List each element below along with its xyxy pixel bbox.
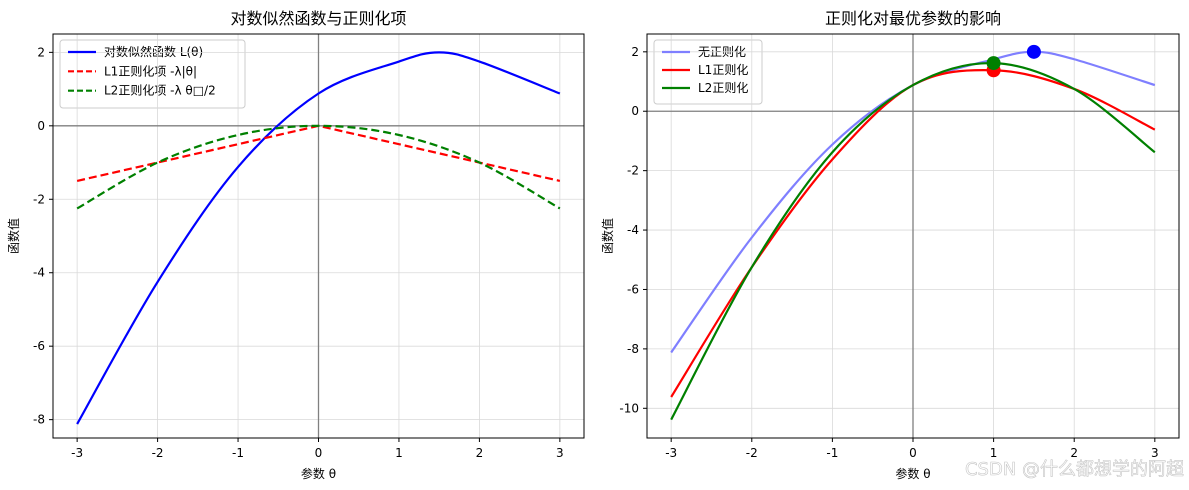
x-tick-label: -3: [665, 446, 677, 460]
y-tick-label: 2: [37, 45, 45, 59]
series-line-2: [670, 62, 1156, 421]
y-tick-label: -2: [627, 164, 639, 178]
y-tick-label: -10: [619, 401, 639, 415]
y-tick-label: -4: [33, 266, 45, 280]
x-tick-label: 2: [1070, 446, 1078, 460]
x-tick-label: 0: [909, 446, 917, 460]
x-tick-label: 1: [395, 446, 403, 460]
chart-title: 对数似然函数与正则化项: [230, 9, 406, 28]
legend-label-l2-regularization: L2正则化: [698, 81, 748, 95]
y-tick-label: -6: [627, 282, 639, 296]
optimum-marker-2: [986, 56, 1001, 71]
y-tick-label: -4: [627, 223, 639, 237]
x-tick-label: -1: [826, 446, 838, 460]
y-tick-label: -6: [33, 339, 45, 353]
x-tick-label: -2: [746, 446, 758, 460]
chart-regularization-effect: 正则化对最优参数的影响 参数 θ 函数值 无正则化 L1正则化 L2正则化 -3…: [600, 9, 1180, 481]
x-axis-label: 参数 θ: [301, 466, 336, 481]
legend-box: [59, 39, 246, 109]
chart-log-likelihood: 对数似然函数与正则化项 参数 θ 函数值 对数似然函数 L(θ) L1正则化项 …: [6, 9, 585, 481]
x-tick-label: 2: [476, 446, 484, 460]
x-tick-label: -1: [232, 446, 244, 460]
series-line-2: [76, 124, 561, 210]
watermark-text: CSDN @什么都想学的阿超: [965, 459, 1184, 480]
x-tick-label: 1: [990, 446, 998, 460]
x-tick-label: 3: [556, 446, 564, 460]
x-tick-label: -2: [152, 446, 164, 460]
y-tick-label: 2: [631, 45, 639, 59]
legend-label-l1-term: L1正则化项 -λ|θ|: [104, 64, 197, 78]
y-tick-label: 0: [37, 119, 45, 133]
x-axis-label: 参数 θ: [895, 466, 930, 481]
y-axis-label: 函数值: [6, 218, 21, 254]
series-line-0: [76, 51, 561, 425]
chart-title: 正则化对最优参数的影响: [825, 9, 1001, 28]
y-axis-label: 函数值: [600, 218, 615, 254]
y-tick-label: 0: [631, 104, 639, 118]
legend-label-l2-term: L2正则化项 -λ θ□/2: [104, 84, 216, 98]
optimum-marker-0: [1026, 44, 1041, 59]
y-tick-label: -2: [33, 192, 45, 206]
x-tick-label: 0: [315, 446, 323, 460]
legend-label-l1-regularization: L1正则化: [698, 63, 748, 77]
legend-label-log-likelihood: 对数似然函数 L(θ): [104, 44, 203, 59]
x-tick-label: -3: [71, 446, 83, 460]
y-tick-label: -8: [33, 413, 45, 427]
y-tick-label: -8: [627, 342, 639, 356]
x-tick-label: 3: [1151, 446, 1159, 460]
